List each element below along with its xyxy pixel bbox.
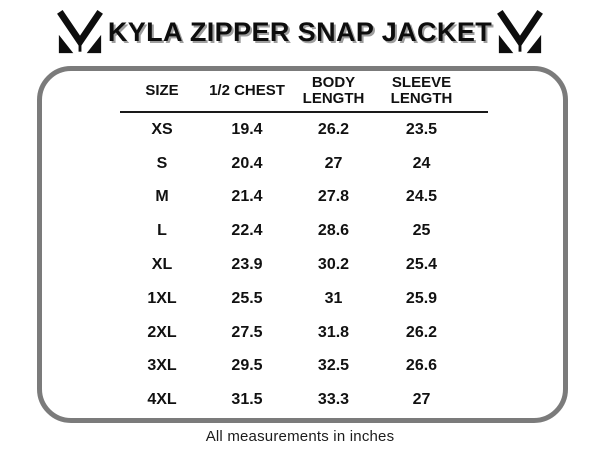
table-row-m: M 21.4 27.8 24.5 [120,181,488,215]
half-chest-cell: 27.5 [231,323,263,341]
body-length-cell: 31.8 [317,323,350,341]
size-cell: M [155,188,169,206]
header: KYLA ZIPPER SNAP JACKET [0,4,600,60]
page-title: KYLA ZIPPER SNAP JACKET [107,16,493,47]
column-header-sleeve-length: SLEEVE LENGTH [377,71,488,113]
size-cell: S [156,154,168,172]
body-length-cell: 30.2 [317,256,350,274]
half-chest-cell: 20.4 [231,154,263,172]
half-chest-cell: 29.5 [231,357,263,375]
measurements-note: All measurements in inches [205,428,395,445]
sleeve-length-cell: 23.5 [405,120,438,138]
table-row-4xl: 4XL 31.5 33.3 27 [120,383,488,417]
half-chest-cell: 25.5 [231,289,263,307]
size-cell: XL [151,256,173,274]
size-cell: 2XL [147,323,177,341]
m-logo-left-icon [55,8,105,56]
sleeve-length-cell: 24.5 [405,188,438,206]
sleeve-length-cell: 27 [412,391,431,409]
size-cell: 3XL [147,357,177,375]
table-row-l: L 22.4 28.6 25 [120,214,488,248]
size-cell: 4XL [147,391,177,409]
body-length-cell: 28.6 [317,222,350,240]
table-row-2xl: 2XL 27.5 31.8 26.2 [120,316,488,350]
size-chart-box: SIZE 1/2 CHEST BODY LENGTH SLEEVE LENGTH… [37,66,568,423]
column-header-size: SIZE [120,71,204,113]
body-length-cell: 27 [324,154,343,172]
half-chest-cell: 31.5 [231,391,263,409]
body-length-cell: 32.5 [317,357,350,375]
table-row-3xl: 3XL 29.5 32.5 26.6 [120,350,488,384]
body-length-cell: 27.8 [317,188,350,206]
body-length-cell: 33.3 [317,391,350,409]
sleeve-length-cell: 26.6 [405,357,438,375]
sleeve-length-cell: 24 [412,154,431,172]
table-row-xs: XS 19.4 26.2 23.5 [120,112,488,147]
size-table: SIZE 1/2 CHEST BODY LENGTH SLEEVE LENGTH… [120,71,488,417]
column-header-body-length: BODY LENGTH [290,71,377,113]
size-cell: 1XL [147,289,177,307]
sleeve-length-cell: 25 [412,222,431,240]
table-row-1xl: 1XL 25.5 31 25.9 [120,282,488,316]
sleeve-length-cell: 25.9 [405,289,438,307]
m-logo-right-icon [495,8,545,56]
body-length-cell: 31 [324,289,343,307]
table-header-row: SIZE 1/2 CHEST BODY LENGTH SLEEVE LENGTH [120,71,488,113]
sleeve-length-cell: 26.2 [405,323,438,341]
size-cell: L [157,222,167,240]
sleeve-length-cell: 25.4 [405,256,438,274]
half-chest-cell: 21.4 [231,188,263,206]
half-chest-cell: 19.4 [231,120,263,138]
table-row-xl: XL 23.9 30.2 25.4 [120,248,488,282]
half-chest-cell: 22.4 [231,222,263,240]
column-header-half-chest: 1/2 CHEST [204,71,290,113]
size-cell: XS [151,120,173,138]
half-chest-cell: 23.9 [231,256,263,274]
table-row-s: S 20.4 27 24 [120,147,488,181]
body-length-cell: 26.2 [317,120,350,138]
